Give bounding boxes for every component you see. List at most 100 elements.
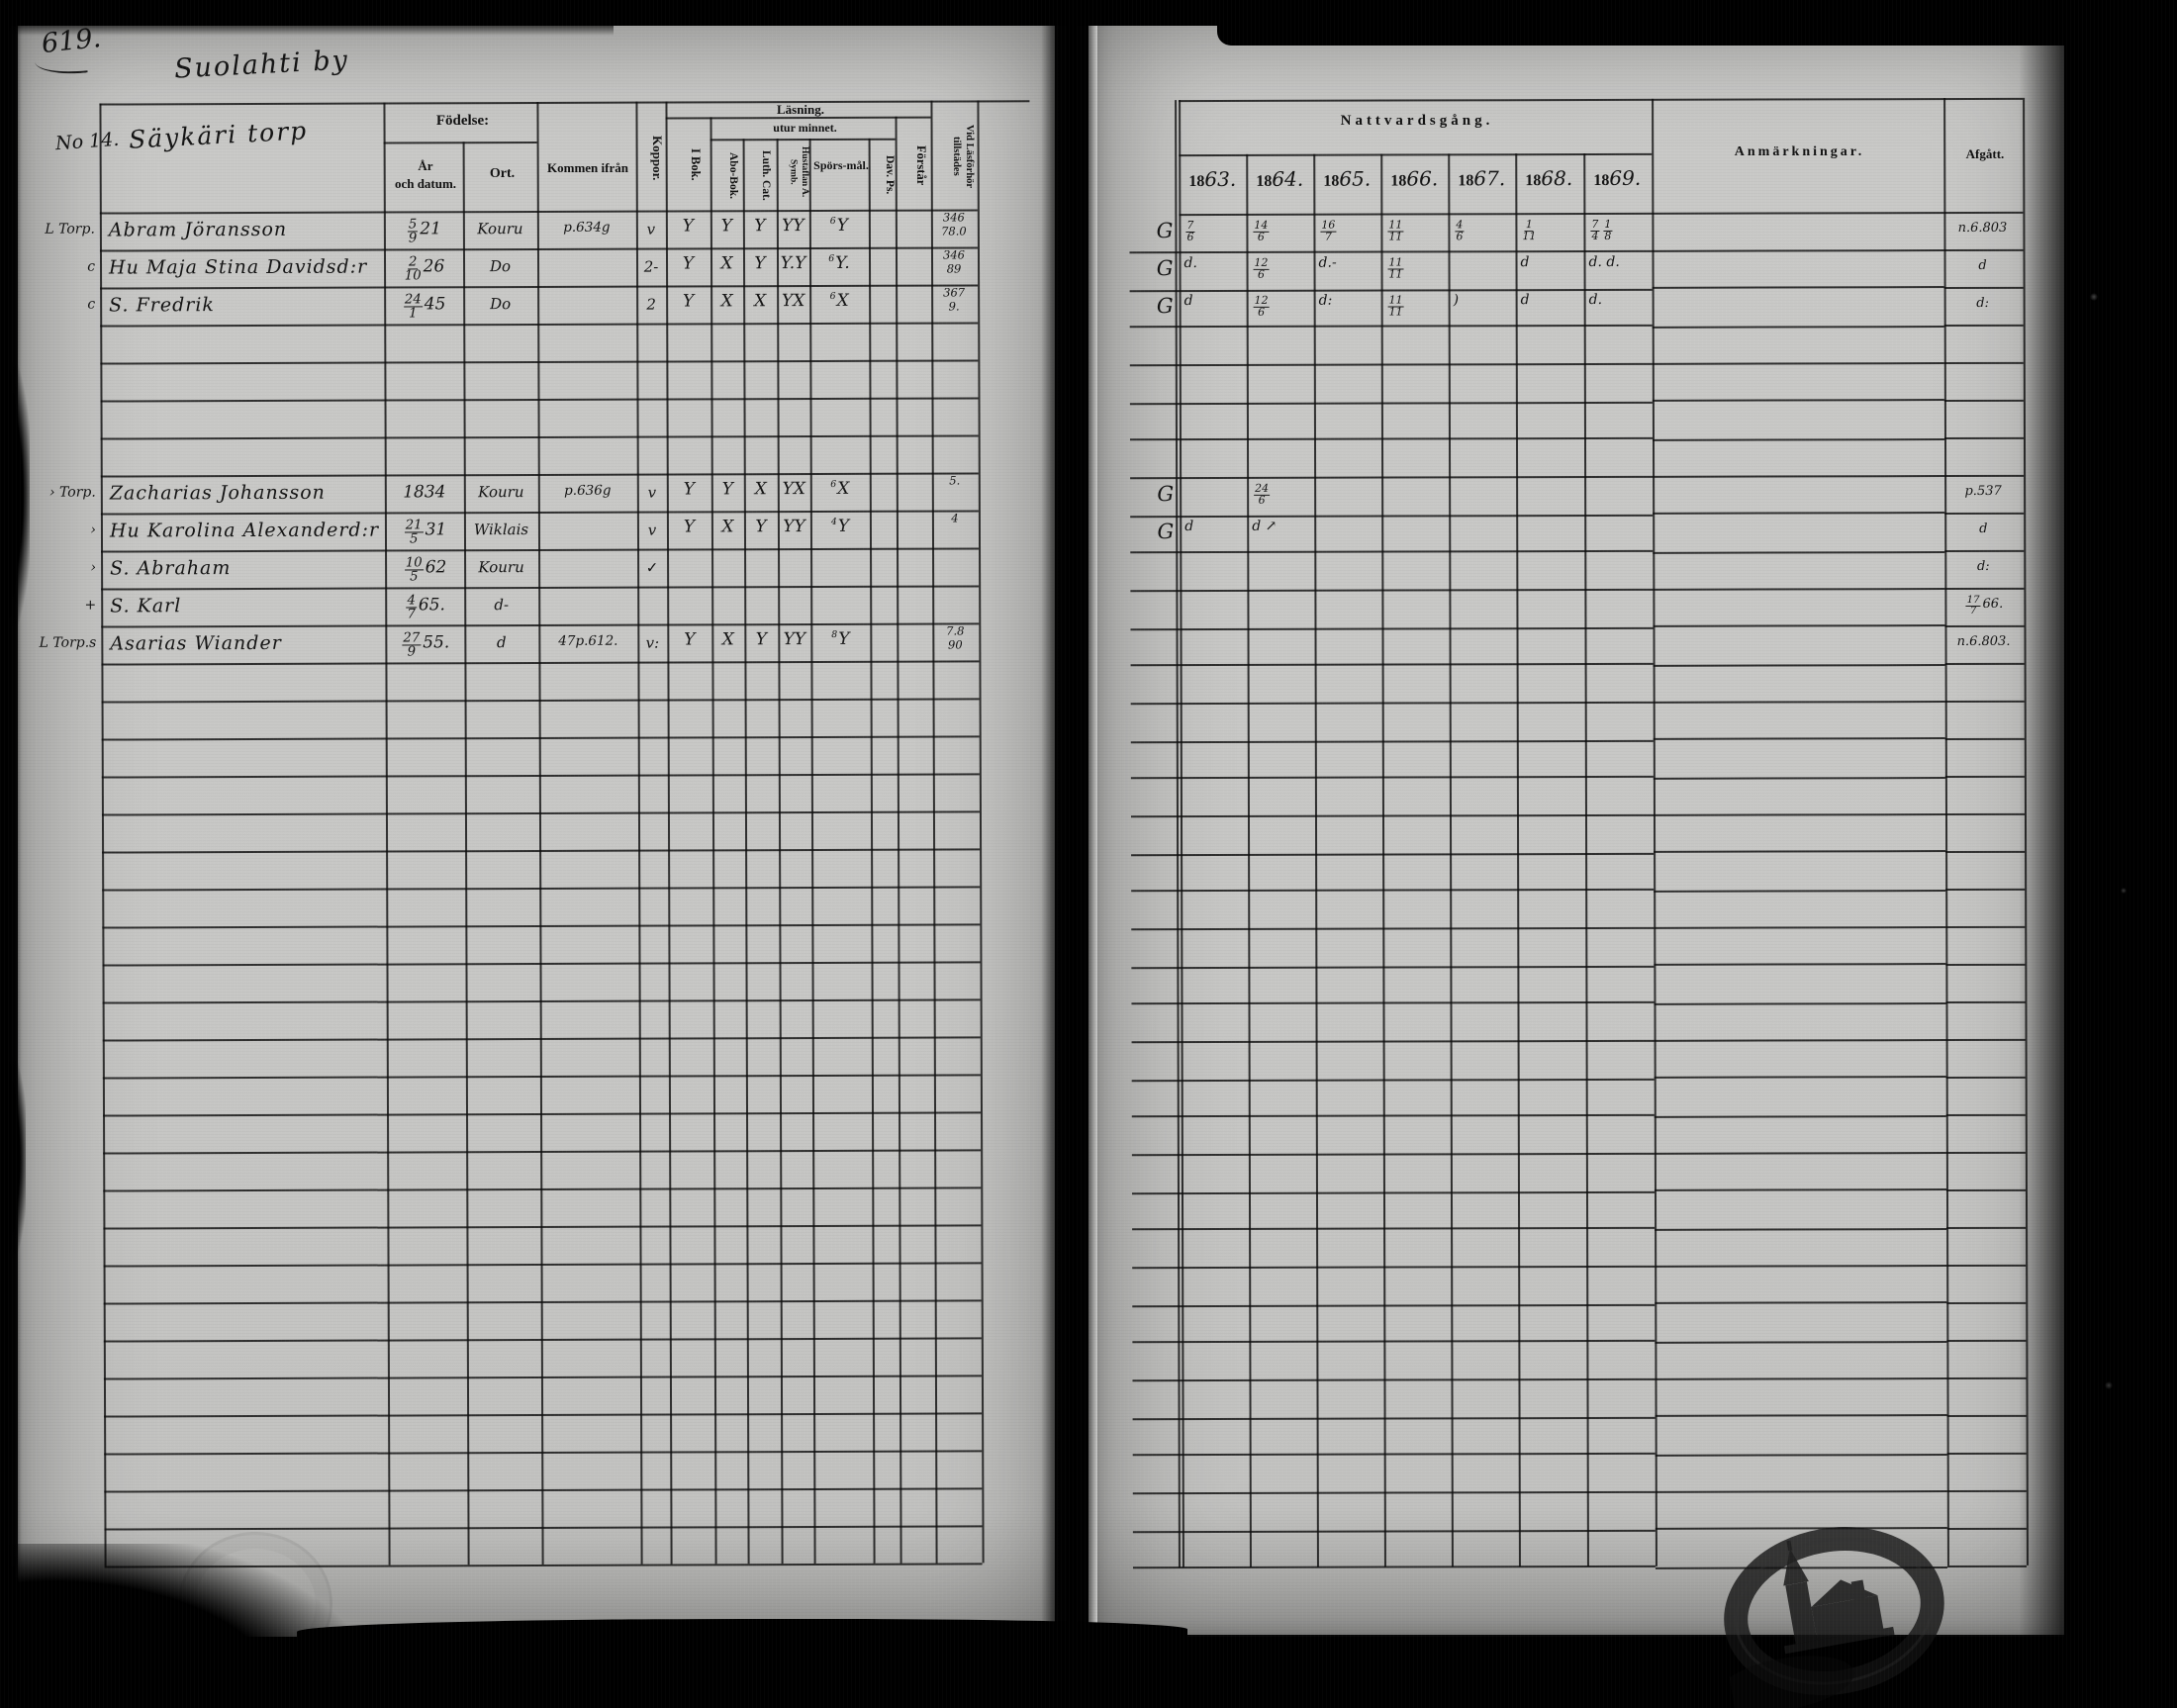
rule-line — [1943, 324, 2024, 328]
rule-line — [1131, 965, 1655, 970]
rule-line — [1313, 153, 1319, 1567]
vid-lasforhor-note: 346 89 — [942, 247, 965, 276]
rule-line — [1131, 1152, 1655, 1157]
col-header-koppor: Koppor. — [650, 136, 665, 181]
afgatt-note: d: — [1976, 295, 1989, 311]
birth-place: Wiklais — [473, 521, 529, 539]
rule-line — [1654, 1002, 1946, 1005]
rule-line — [1946, 1414, 2027, 1418]
rule-line — [1130, 813, 1654, 818]
communion-date: 11 11 — [1387, 255, 1404, 281]
rule-line — [895, 116, 902, 1564]
year-column-header: 18 63. — [1188, 166, 1237, 192]
communion-date: 12 6 — [1253, 255, 1270, 281]
lasning-mark: 6Y — [829, 215, 849, 236]
year-column-header: 18 65. — [1323, 166, 1372, 191]
rule-line — [1654, 1076, 1946, 1079]
rule-line — [1946, 1264, 2027, 1268]
koppor-mark: v — [647, 521, 657, 539]
rule-line — [1944, 512, 2025, 516]
rule-line — [1653, 701, 1945, 704]
rule-line — [1944, 775, 2025, 779]
book-fold-gutter — [1041, 0, 1098, 1672]
afgatt-note: n. 6. 803. — [1956, 633, 2011, 650]
rule-line — [1946, 1339, 2027, 1343]
lasning-mark: X — [754, 479, 767, 500]
rule-line — [1654, 1152, 1946, 1155]
rule-line — [1945, 1151, 2026, 1155]
rule-line — [1652, 286, 1944, 289]
lasning-mark: Y — [683, 479, 695, 500]
koppor-mark: 2- — [643, 257, 659, 276]
lasning-mark: YX — [781, 291, 805, 312]
lasning-mark: X — [754, 291, 767, 312]
lasning-mark: X — [721, 517, 734, 537]
rule-line — [710, 138, 896, 142]
lasning-mark: Y — [721, 479, 733, 500]
col-header-ar: År — [418, 158, 433, 173]
rule-line — [1944, 624, 2025, 628]
lasning-mark: Y — [684, 629, 696, 650]
rule-line — [1944, 812, 2025, 816]
rule-line — [1132, 1490, 1656, 1495]
margin-note: + — [84, 597, 97, 614]
rule-line — [1130, 662, 1654, 667]
rule-line — [1129, 324, 1653, 329]
rule-line — [1132, 1339, 1656, 1344]
communion-g-mark: G — [1156, 256, 1174, 281]
rule-line — [1945, 963, 2026, 967]
rule-line — [536, 101, 544, 1565]
rule-line — [1132, 1452, 1656, 1457]
lasning-mark: Y — [754, 253, 766, 274]
communion-date: 16 7 — [1320, 218, 1337, 243]
rule-line — [1946, 1301, 2027, 1305]
oval-church-archive-stamp — [1717, 1527, 1944, 1708]
afgatt-note: d — [1978, 257, 1987, 273]
rule-line — [1179, 211, 2024, 217]
rule-line — [1653, 777, 1945, 780]
year-column-header: 18 66. — [1390, 166, 1439, 191]
rule-line — [1131, 1190, 1655, 1195]
rule-line — [1131, 926, 1655, 931]
communion-date: 12 6 — [1253, 293, 1270, 319]
birth-date: 27 9 55. — [402, 630, 450, 660]
margin-note: c — [87, 258, 96, 275]
col-header-ort: Ort. — [489, 166, 516, 181]
rule-line — [1946, 1489, 2027, 1493]
koppor-mark: v — [646, 220, 656, 238]
communion-date: 11 11 — [1387, 293, 1404, 319]
rule-line — [1653, 737, 1945, 740]
rule-line — [1655, 1490, 1947, 1493]
rule-line — [1131, 888, 1655, 893]
kommen-ifran-note: 47 p. 612. — [558, 632, 618, 649]
year-column-header: 18 64. — [1256, 166, 1304, 191]
year-column-header: 18 68. — [1525, 166, 1573, 191]
rule-line — [1944, 700, 2025, 704]
person-name: Asarias Wiander — [110, 631, 282, 655]
rule-line — [1246, 153, 1252, 1567]
rule-line — [1132, 1303, 1656, 1308]
rule-line — [1652, 326, 1944, 329]
lasning-mark: 6Y. — [828, 252, 850, 273]
communion-date: ) — [1453, 292, 1460, 309]
rule-line — [1944, 737, 2025, 741]
margin-note: L Torp.s — [39, 634, 97, 651]
rule-line — [1131, 1113, 1655, 1118]
rule-line — [462, 142, 470, 1566]
rule-line — [1652, 362, 1944, 365]
afgatt-note: d: — [1976, 558, 1990, 574]
koppor-mark: v: — [645, 633, 660, 652]
vid-lasforhor-note: 367 9. — [943, 285, 966, 314]
communion-g-mark: G — [1156, 294, 1174, 319]
rule-line — [930, 100, 938, 1564]
rule-line — [1179, 152, 1653, 157]
year-column-header: 18 67. — [1458, 166, 1506, 191]
lasning-mark: Y — [755, 629, 767, 650]
vid-lasforhor-note: 346 78.0 — [941, 210, 967, 238]
rule-line — [1132, 1416, 1656, 1421]
vid-lasforhor-note: 5. — [949, 473, 961, 488]
col-header-kommen-ifran: Kommen ifrån — [547, 160, 628, 175]
rule-line — [977, 100, 985, 1564]
scan-edge-bottom-smudge — [297, 1619, 1187, 1645]
